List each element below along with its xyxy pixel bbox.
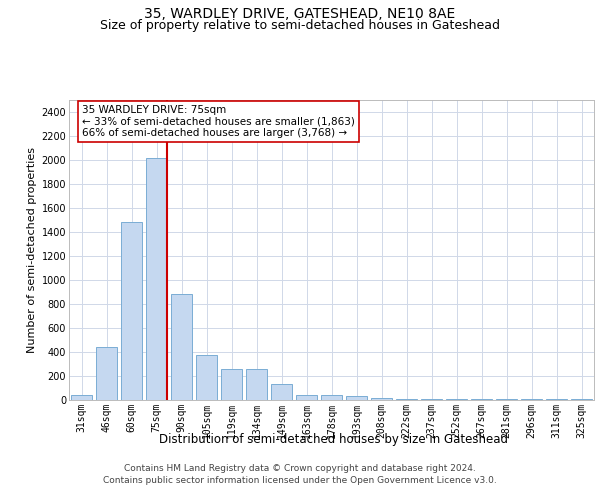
Bar bbox=[321, 395, 342, 400]
Y-axis label: Number of semi-detached properties: Number of semi-detached properties bbox=[28, 147, 37, 353]
Bar bbox=[146, 158, 167, 400]
Text: Distribution of semi-detached houses by size in Gateshead: Distribution of semi-detached houses by … bbox=[158, 432, 508, 446]
Bar bbox=[196, 355, 217, 400]
Text: 35, WARDLEY DRIVE, GATESHEAD, NE10 8AE: 35, WARDLEY DRIVE, GATESHEAD, NE10 8AE bbox=[145, 8, 455, 22]
Bar bbox=[71, 394, 92, 400]
Bar bbox=[171, 294, 192, 400]
Bar bbox=[296, 395, 317, 400]
Text: Contains HM Land Registry data © Crown copyright and database right 2024.: Contains HM Land Registry data © Crown c… bbox=[124, 464, 476, 473]
Bar bbox=[371, 398, 392, 400]
Text: 35 WARDLEY DRIVE: 75sqm
← 33% of semi-detached houses are smaller (1,863)
66% of: 35 WARDLEY DRIVE: 75sqm ← 33% of semi-de… bbox=[82, 105, 355, 138]
Bar bbox=[246, 369, 267, 400]
Bar bbox=[346, 396, 367, 400]
Text: Size of property relative to semi-detached houses in Gateshead: Size of property relative to semi-detach… bbox=[100, 19, 500, 32]
Text: Contains public sector information licensed under the Open Government Licence v3: Contains public sector information licen… bbox=[103, 476, 497, 485]
Bar bbox=[121, 222, 142, 400]
Bar bbox=[221, 369, 242, 400]
Bar bbox=[96, 347, 117, 400]
Bar bbox=[271, 384, 292, 400]
